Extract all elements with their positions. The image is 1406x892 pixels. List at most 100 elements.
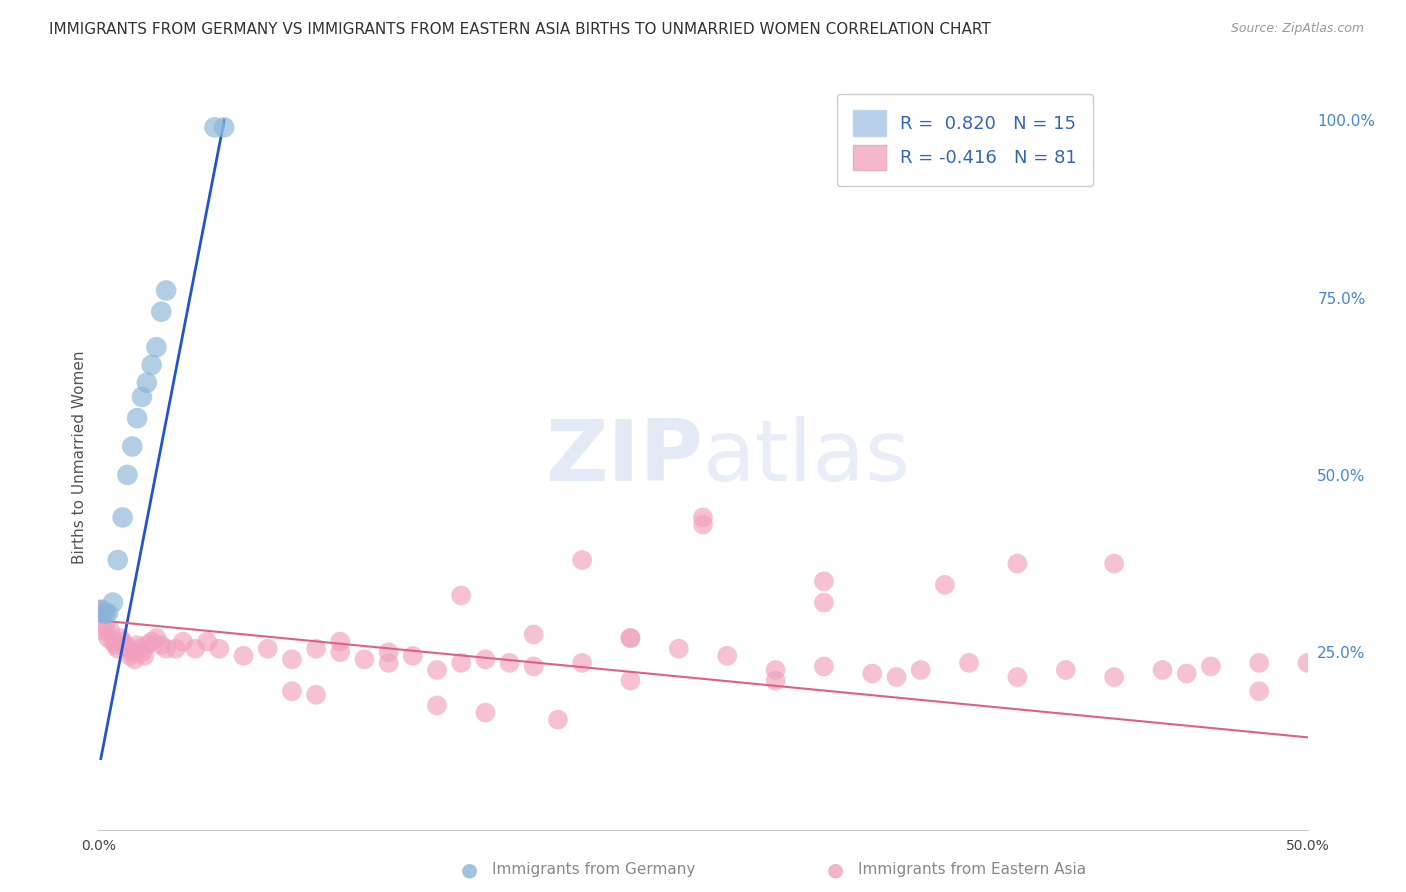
Point	[118, 648, 141, 663]
Point	[910, 663, 932, 677]
Point	[765, 663, 787, 677]
Point	[121, 440, 143, 454]
Point	[1249, 656, 1271, 670]
Point	[212, 120, 235, 135]
Point	[957, 656, 980, 670]
Point	[108, 631, 131, 645]
Point	[281, 652, 304, 666]
Point	[886, 670, 908, 684]
Text: ●: ●	[827, 860, 844, 880]
Point	[208, 641, 231, 656]
Y-axis label: Births to Unmarried Women: Births to Unmarried Women	[72, 351, 87, 564]
Point	[765, 673, 787, 688]
Point	[172, 634, 194, 648]
Point	[124, 652, 146, 666]
Point	[131, 645, 153, 659]
Point	[165, 641, 187, 656]
Point	[232, 648, 254, 663]
Point	[426, 663, 449, 677]
Point	[135, 638, 157, 652]
Point	[111, 510, 134, 524]
Point	[117, 641, 139, 656]
Point	[523, 659, 546, 673]
Point	[305, 688, 328, 702]
Point	[128, 641, 150, 656]
Point	[150, 638, 173, 652]
Point	[692, 517, 714, 532]
Point	[91, 624, 114, 638]
Point	[1054, 663, 1077, 677]
Point	[498, 656, 520, 670]
Text: Source: ZipAtlas.com: Source: ZipAtlas.com	[1230, 22, 1364, 36]
Point	[474, 652, 496, 666]
Point	[127, 411, 149, 425]
Point	[145, 340, 167, 354]
Point	[1102, 670, 1125, 684]
Point	[184, 641, 207, 656]
Point	[450, 656, 472, 670]
Point	[571, 656, 593, 670]
Point	[256, 641, 278, 656]
Point	[150, 304, 173, 318]
Point	[145, 631, 167, 645]
Point	[114, 638, 136, 652]
Legend: R =  0.820   N = 15, R = -0.416   N = 81: R = 0.820 N = 15, R = -0.416 N = 81	[837, 94, 1092, 186]
Point	[813, 574, 835, 589]
Point	[934, 578, 956, 592]
Point	[402, 648, 425, 663]
Point	[94, 606, 117, 620]
Point	[131, 390, 153, 404]
Point	[117, 467, 139, 482]
Point	[111, 634, 134, 648]
Point	[155, 641, 177, 656]
Point	[195, 634, 218, 648]
Text: Immigrants from Germany: Immigrants from Germany	[492, 863, 696, 877]
Point	[692, 510, 714, 524]
Point	[329, 645, 352, 659]
Point	[619, 631, 641, 645]
Point	[305, 641, 328, 656]
Point	[104, 638, 127, 652]
Point	[377, 656, 399, 670]
Point	[91, 606, 114, 620]
Point	[1175, 666, 1198, 681]
Point	[90, 602, 112, 616]
Point	[135, 376, 157, 390]
Point	[94, 620, 117, 634]
Point	[329, 634, 352, 648]
Point	[619, 673, 641, 688]
Point	[474, 706, 496, 720]
Text: ZIP: ZIP	[546, 416, 703, 499]
Point	[668, 641, 690, 656]
Point	[101, 596, 124, 610]
Point	[281, 684, 304, 698]
Point	[101, 634, 124, 648]
Point	[571, 553, 593, 567]
Point	[1007, 670, 1029, 684]
Point	[1296, 656, 1319, 670]
Point	[141, 634, 163, 648]
Point	[377, 645, 399, 659]
Point	[1102, 557, 1125, 571]
Point	[426, 698, 449, 713]
Text: atlas: atlas	[703, 416, 911, 499]
Point	[1249, 684, 1271, 698]
Point	[97, 631, 120, 645]
Point	[353, 652, 375, 666]
Point	[204, 120, 226, 135]
Point	[155, 284, 177, 298]
Point	[1199, 659, 1222, 673]
Point	[90, 602, 112, 616]
Point	[450, 589, 472, 603]
Point	[1152, 663, 1174, 677]
Point	[141, 358, 163, 372]
Point	[716, 648, 738, 663]
Text: Immigrants from Eastern Asia: Immigrants from Eastern Asia	[858, 863, 1085, 877]
Point	[619, 631, 641, 645]
Point	[523, 627, 546, 641]
Point	[100, 624, 122, 638]
Point	[134, 648, 156, 663]
Point	[107, 553, 129, 567]
Point	[97, 606, 120, 620]
Point	[107, 641, 129, 656]
